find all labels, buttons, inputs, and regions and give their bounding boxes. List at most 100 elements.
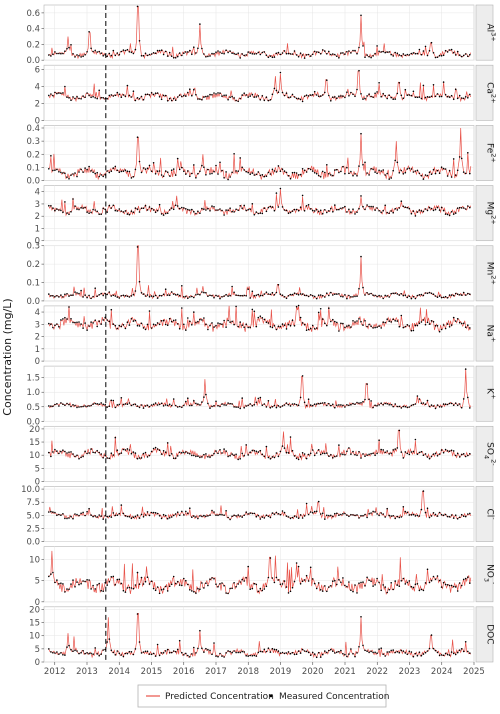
measured-point xyxy=(134,207,137,209)
measured-point xyxy=(324,650,326,652)
measured-point xyxy=(78,406,80,408)
measured-point xyxy=(193,88,195,91)
measured-point xyxy=(366,54,368,56)
measured-point xyxy=(185,295,187,298)
measured-point xyxy=(346,297,348,300)
measured-point xyxy=(96,51,98,53)
measured-point xyxy=(80,168,82,171)
measured-point xyxy=(448,516,451,518)
measured-point xyxy=(150,653,153,656)
measured-point xyxy=(388,588,391,591)
measured-point xyxy=(434,172,437,175)
measured-point xyxy=(138,325,141,327)
measured-point xyxy=(422,454,425,457)
measured-point xyxy=(207,295,209,298)
measured-point xyxy=(460,207,463,209)
measured-point xyxy=(297,304,300,307)
measured-point xyxy=(410,297,413,300)
measured-point xyxy=(370,56,372,59)
measured-point xyxy=(110,308,113,311)
measured-point xyxy=(416,395,419,397)
measured-point xyxy=(72,96,74,98)
measured-point xyxy=(237,170,239,172)
measured-point xyxy=(358,69,360,72)
measured-point xyxy=(227,319,229,322)
measured-point xyxy=(444,448,447,451)
measured-point xyxy=(78,208,80,211)
measured-point xyxy=(193,210,195,213)
measured-point xyxy=(84,206,86,209)
measured-point xyxy=(146,54,149,57)
measured-point xyxy=(118,93,121,96)
measured-point xyxy=(362,644,364,647)
measured-point xyxy=(348,324,350,327)
measured-point xyxy=(352,402,354,405)
measured-point xyxy=(52,571,54,574)
measured-point xyxy=(458,94,461,97)
measured-point xyxy=(299,583,302,585)
measured-point xyxy=(110,516,113,518)
x-tick-label: 2021 xyxy=(334,667,356,677)
measured-point xyxy=(422,178,425,180)
measured-point xyxy=(315,452,318,454)
facet-label-al: Al3+ xyxy=(485,23,498,41)
measured-point xyxy=(257,293,260,296)
measured-point xyxy=(319,589,322,591)
measured-point xyxy=(402,205,405,208)
measured-point xyxy=(112,95,115,97)
measured-point xyxy=(82,296,84,298)
measured-point xyxy=(289,96,292,98)
measured-point xyxy=(352,450,354,453)
measured-point xyxy=(301,580,304,583)
measured-point xyxy=(229,207,231,209)
measured-point xyxy=(340,649,342,652)
measured-point xyxy=(193,311,195,313)
measured-point xyxy=(243,651,245,653)
measured-point xyxy=(134,452,137,454)
measured-point xyxy=(438,453,441,455)
measured-point xyxy=(90,47,92,50)
measured-point xyxy=(48,405,50,407)
measured-point xyxy=(106,457,108,459)
measured-point xyxy=(326,404,328,407)
measured-point xyxy=(450,402,453,405)
measured-point xyxy=(245,655,247,657)
measured-point xyxy=(140,207,143,210)
measured-point xyxy=(328,514,330,517)
measured-point xyxy=(140,513,143,516)
measured-point xyxy=(245,511,247,513)
measured-point xyxy=(189,656,191,658)
measured-point xyxy=(281,294,284,297)
measured-point xyxy=(382,404,385,406)
measured-point xyxy=(376,172,378,175)
measured-point xyxy=(255,96,258,98)
measured-point xyxy=(243,54,245,57)
measured-point xyxy=(380,95,383,98)
measured-point xyxy=(249,512,251,514)
measured-point xyxy=(72,53,74,55)
measured-point xyxy=(321,402,324,404)
measured-point xyxy=(251,172,254,174)
measured-point xyxy=(265,175,268,177)
measured-point xyxy=(398,585,401,587)
measured-point xyxy=(404,510,407,513)
measured-point xyxy=(378,514,380,517)
measured-point xyxy=(299,396,302,399)
measured-point xyxy=(257,316,260,319)
measured-point xyxy=(436,56,439,58)
measured-point xyxy=(438,654,441,657)
measured-point xyxy=(360,514,362,517)
measured-point xyxy=(72,579,74,581)
measured-point xyxy=(217,92,219,94)
measured-point xyxy=(321,452,324,455)
measured-point xyxy=(420,450,423,453)
measured-point xyxy=(317,294,320,297)
measured-point xyxy=(307,204,310,206)
measured-point xyxy=(460,97,463,99)
measured-point xyxy=(340,322,342,325)
measured-point xyxy=(130,177,133,179)
measured-point xyxy=(154,52,157,54)
measured-point xyxy=(380,170,383,172)
legend-predicted-label: Predicted Concentration xyxy=(165,692,274,702)
measured-point xyxy=(64,172,66,175)
